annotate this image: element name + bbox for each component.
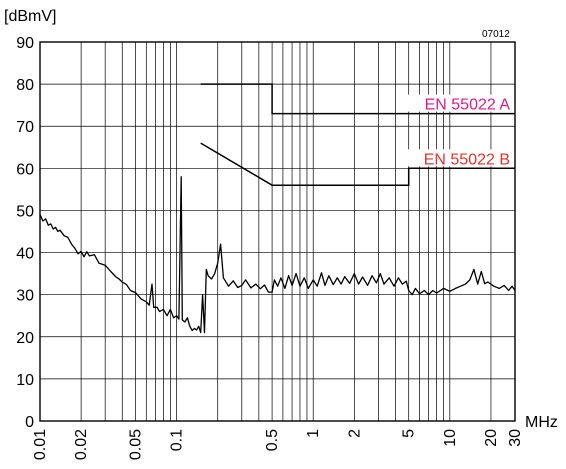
x-tick-label: 0.1 [169, 429, 186, 451]
limit-line [200, 83, 515, 115]
y-tick-label: 80 [16, 77, 34, 94]
y-axis-ticks: 0 10 20 30 40 50 60 70 80 90 [16, 35, 34, 431]
limit-line-label: EN 55022 B [424, 151, 510, 168]
limit-line-label: EN 55022 A [425, 97, 511, 114]
y-tick-label: 90 [16, 35, 34, 52]
series-line [39, 176, 516, 334]
y-tick-label: 30 [16, 288, 34, 305]
limit-label-background [404, 94, 512, 112]
x-axis-ticks: 0.01 0.02 0.05 0.1 0.5 1 2 5 10 20 30 [32, 429, 524, 460]
series-group [39, 176, 516, 334]
x-tick-label: 2 [346, 429, 363, 438]
y-tick-label: 0 [25, 414, 34, 431]
y-tick-label: 50 [16, 203, 34, 220]
x-tick-label: 1 [305, 429, 322, 438]
x-tick-label: 0.01 [32, 429, 49, 460]
y-tick-label: 40 [16, 246, 34, 263]
y-tick-label: 60 [16, 161, 34, 178]
y-axis-unit-label: [dBmV] [4, 8, 56, 25]
x-tick-label: 10 [442, 429, 459, 447]
x-tick-label: 0.5 [264, 429, 281, 451]
plot-frame [39, 41, 516, 422]
y-tick-label: 10 [16, 372, 34, 389]
limit-label-background [404, 149, 512, 167]
limit-line [200, 142, 515, 186]
x-tick-label: 5 [401, 429, 418, 438]
grid [40, 42, 515, 421]
x-tick-label: 20 [483, 429, 500, 447]
y-tick-label: 70 [16, 119, 34, 136]
limit-lines: EN 55022 A EN 55022 B [200, 83, 515, 186]
figure-id: 07012 [482, 29, 510, 40]
x-tick-label: 30 [507, 429, 524, 447]
y-tick-label: 20 [16, 330, 34, 347]
x-tick-label: 0.05 [127, 429, 144, 460]
x-tick-label: 0.02 [73, 429, 90, 460]
x-axis-unit-label: MHz [525, 414, 558, 431]
